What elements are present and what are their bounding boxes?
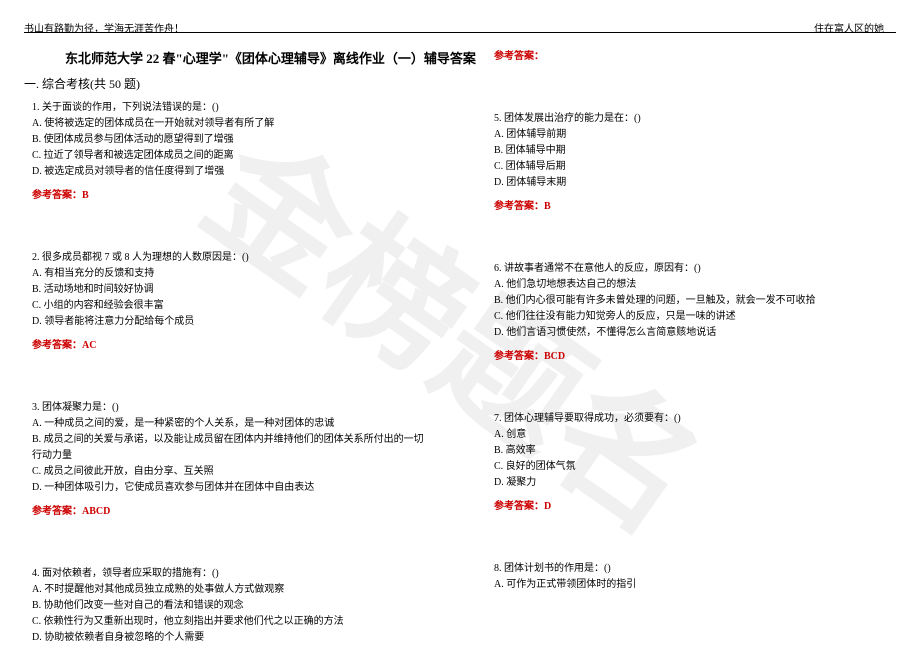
q2-optA: A. 有相当充分的反馈和支持	[32, 266, 426, 282]
question-7: 7. 团体心理辅导要取得成功，必须要有：() A. 创意 B. 高效率 C. 良…	[494, 411, 888, 491]
q1-optC: C. 拉近了领导者和被选定团体成员之间的距离	[32, 148, 426, 164]
question-5: 5. 团体发展出治疗的能力是在：() A. 团体辅导前期 B. 团体辅导中期 C…	[494, 111, 888, 191]
q6-text: 6. 讲故事者通常不在意他人的反应，原因有：()	[494, 263, 701, 274]
q5-optC: C. 团体辅导后期	[494, 159, 888, 175]
column-left: 1. 关于面谈的作用，下列说法错误的是：() A. 使将被选定的团体成员在一开始…	[24, 45, 434, 641]
q6-optC: C. 他们往往没有能力知觉旁人的反应，只是一味的讲述	[494, 309, 888, 325]
q6-optD: D. 他们言语习惯使然，不懂得怎么言简意赅地说话	[494, 325, 888, 341]
q5-answer: 参考答案：B	[494, 199, 888, 215]
q5-optA: A. 团体辅导前期	[494, 127, 888, 143]
q8-text: 8. 团体计划书的作用是：()	[494, 563, 611, 574]
q2-optC: C. 小组的内容和经验会很丰富	[32, 298, 426, 314]
q2-optB: B. 活动场地和时间较好协调	[32, 282, 426, 298]
q6-answer: 参考答案：BCD	[494, 349, 888, 365]
q3-optB: B. 成员之间的关爱与承诺，以及能让成员留在团体内并维持他们的团体关系所付出的一…	[32, 432, 426, 464]
q4-optA: A. 不时提醒他对其他成员独立成熟的处事做人方式做观察	[32, 582, 426, 598]
q1-answer: 参考答案：B	[32, 188, 426, 204]
q4-optB: B. 协助他们改变一些对自己的看法和错误的观念	[32, 598, 426, 614]
q7-text: 7. 团体心理辅导要取得成功，必须要有：()	[494, 413, 681, 424]
q3-answer: 参考答案：ABCD	[32, 504, 426, 520]
question-4: 4. 面对依赖者，领导者应采取的措施有：() A. 不时提醒他对其他成员独立成熟…	[32, 566, 426, 646]
question-2: 2. 很多成员都视 7 或 8 人为理想的人数原因是：() A. 有相当充分的反…	[32, 250, 426, 330]
q3-text: 3. 团体凝聚力是：()	[32, 402, 119, 413]
question-8: 8. 团体计划书的作用是：() A. 可作为正式带领团体时的指引	[494, 561, 888, 593]
content-columns: 1. 关于面谈的作用，下列说法错误的是：() A. 使将被选定的团体成员在一开始…	[24, 45, 896, 641]
q4-optD: D. 协助被依赖者自身被忽略的个人需要	[32, 630, 426, 646]
q4-optC: C. 依赖性行为又重新出现时，他立刻指出并要求他们代之以正确的方法	[32, 614, 426, 630]
column-right: 参考答案： 5. 团体发展出治疗的能力是在：() A. 团体辅导前期 B. 团体…	[434, 45, 896, 641]
q7-optB: B. 高效率	[494, 443, 888, 459]
q7-optC: C. 良好的团体气氛	[494, 459, 888, 475]
q6-optB: B. 他们内心很可能有许多未曾处理的问题，一旦触及，就会一发不可收拾	[494, 293, 888, 309]
q1-optB: B. 使团体成员参与团体活动的愿望得到了增强	[32, 132, 426, 148]
q2-optD: D. 领导者能将注意力分配给每个成员	[32, 314, 426, 330]
q3-optA: A. 一种成员之间的爱，是一种紧密的个人关系，是一种对团体的忠诚	[32, 416, 426, 432]
q1-optD: D. 被选定成员对领导者的信任度得到了增强	[32, 164, 426, 180]
q4-text: 4. 面对依赖者，领导者应采取的措施有：()	[32, 568, 219, 579]
q2-answer: 参考答案：AC	[32, 338, 426, 354]
question-1: 1. 关于面谈的作用，下列说法错误的是：() A. 使将被选定的团体成员在一开始…	[32, 100, 426, 180]
q3-optD: D. 一种团体吸引力，它使成员喜欢参与团体并在团体中自由表达	[32, 480, 426, 496]
q2-text: 2. 很多成员都视 7 或 8 人为理想的人数原因是：()	[32, 252, 249, 263]
q7-answer: 参考答案：D	[494, 499, 888, 515]
q8-optA: A. 可作为正式带领团体时的指引	[494, 577, 888, 593]
q7-optA: A. 创意	[494, 427, 888, 443]
q6-optA: A. 他们急切地想表达自己的想法	[494, 277, 888, 293]
q5-optD: D. 团体辅导末期	[494, 175, 888, 191]
q3-optC: C. 成员之间彼此开放，自由分享、互关照	[32, 464, 426, 480]
q5-optB: B. 团体辅导中期	[494, 143, 888, 159]
q1-optA: A. 使将被选定的团体成员在一开始就对领导者有所了解	[32, 116, 426, 132]
q5-text: 5. 团体发展出治疗的能力是在：()	[494, 113, 641, 124]
question-6: 6. 讲故事者通常不在意他人的反应，原因有：() A. 他们急切地想表达自己的想…	[494, 261, 888, 341]
question-3: 3. 团体凝聚力是：() A. 一种成员之间的爱，是一种紧密的个人关系，是一种对…	[32, 400, 426, 496]
q4-answer: 参考答案：	[494, 49, 888, 65]
header-divider	[24, 32, 896, 33]
q7-optD: D. 凝聚力	[494, 475, 888, 491]
q1-text: 1. 关于面谈的作用，下列说法错误的是：()	[32, 102, 219, 113]
